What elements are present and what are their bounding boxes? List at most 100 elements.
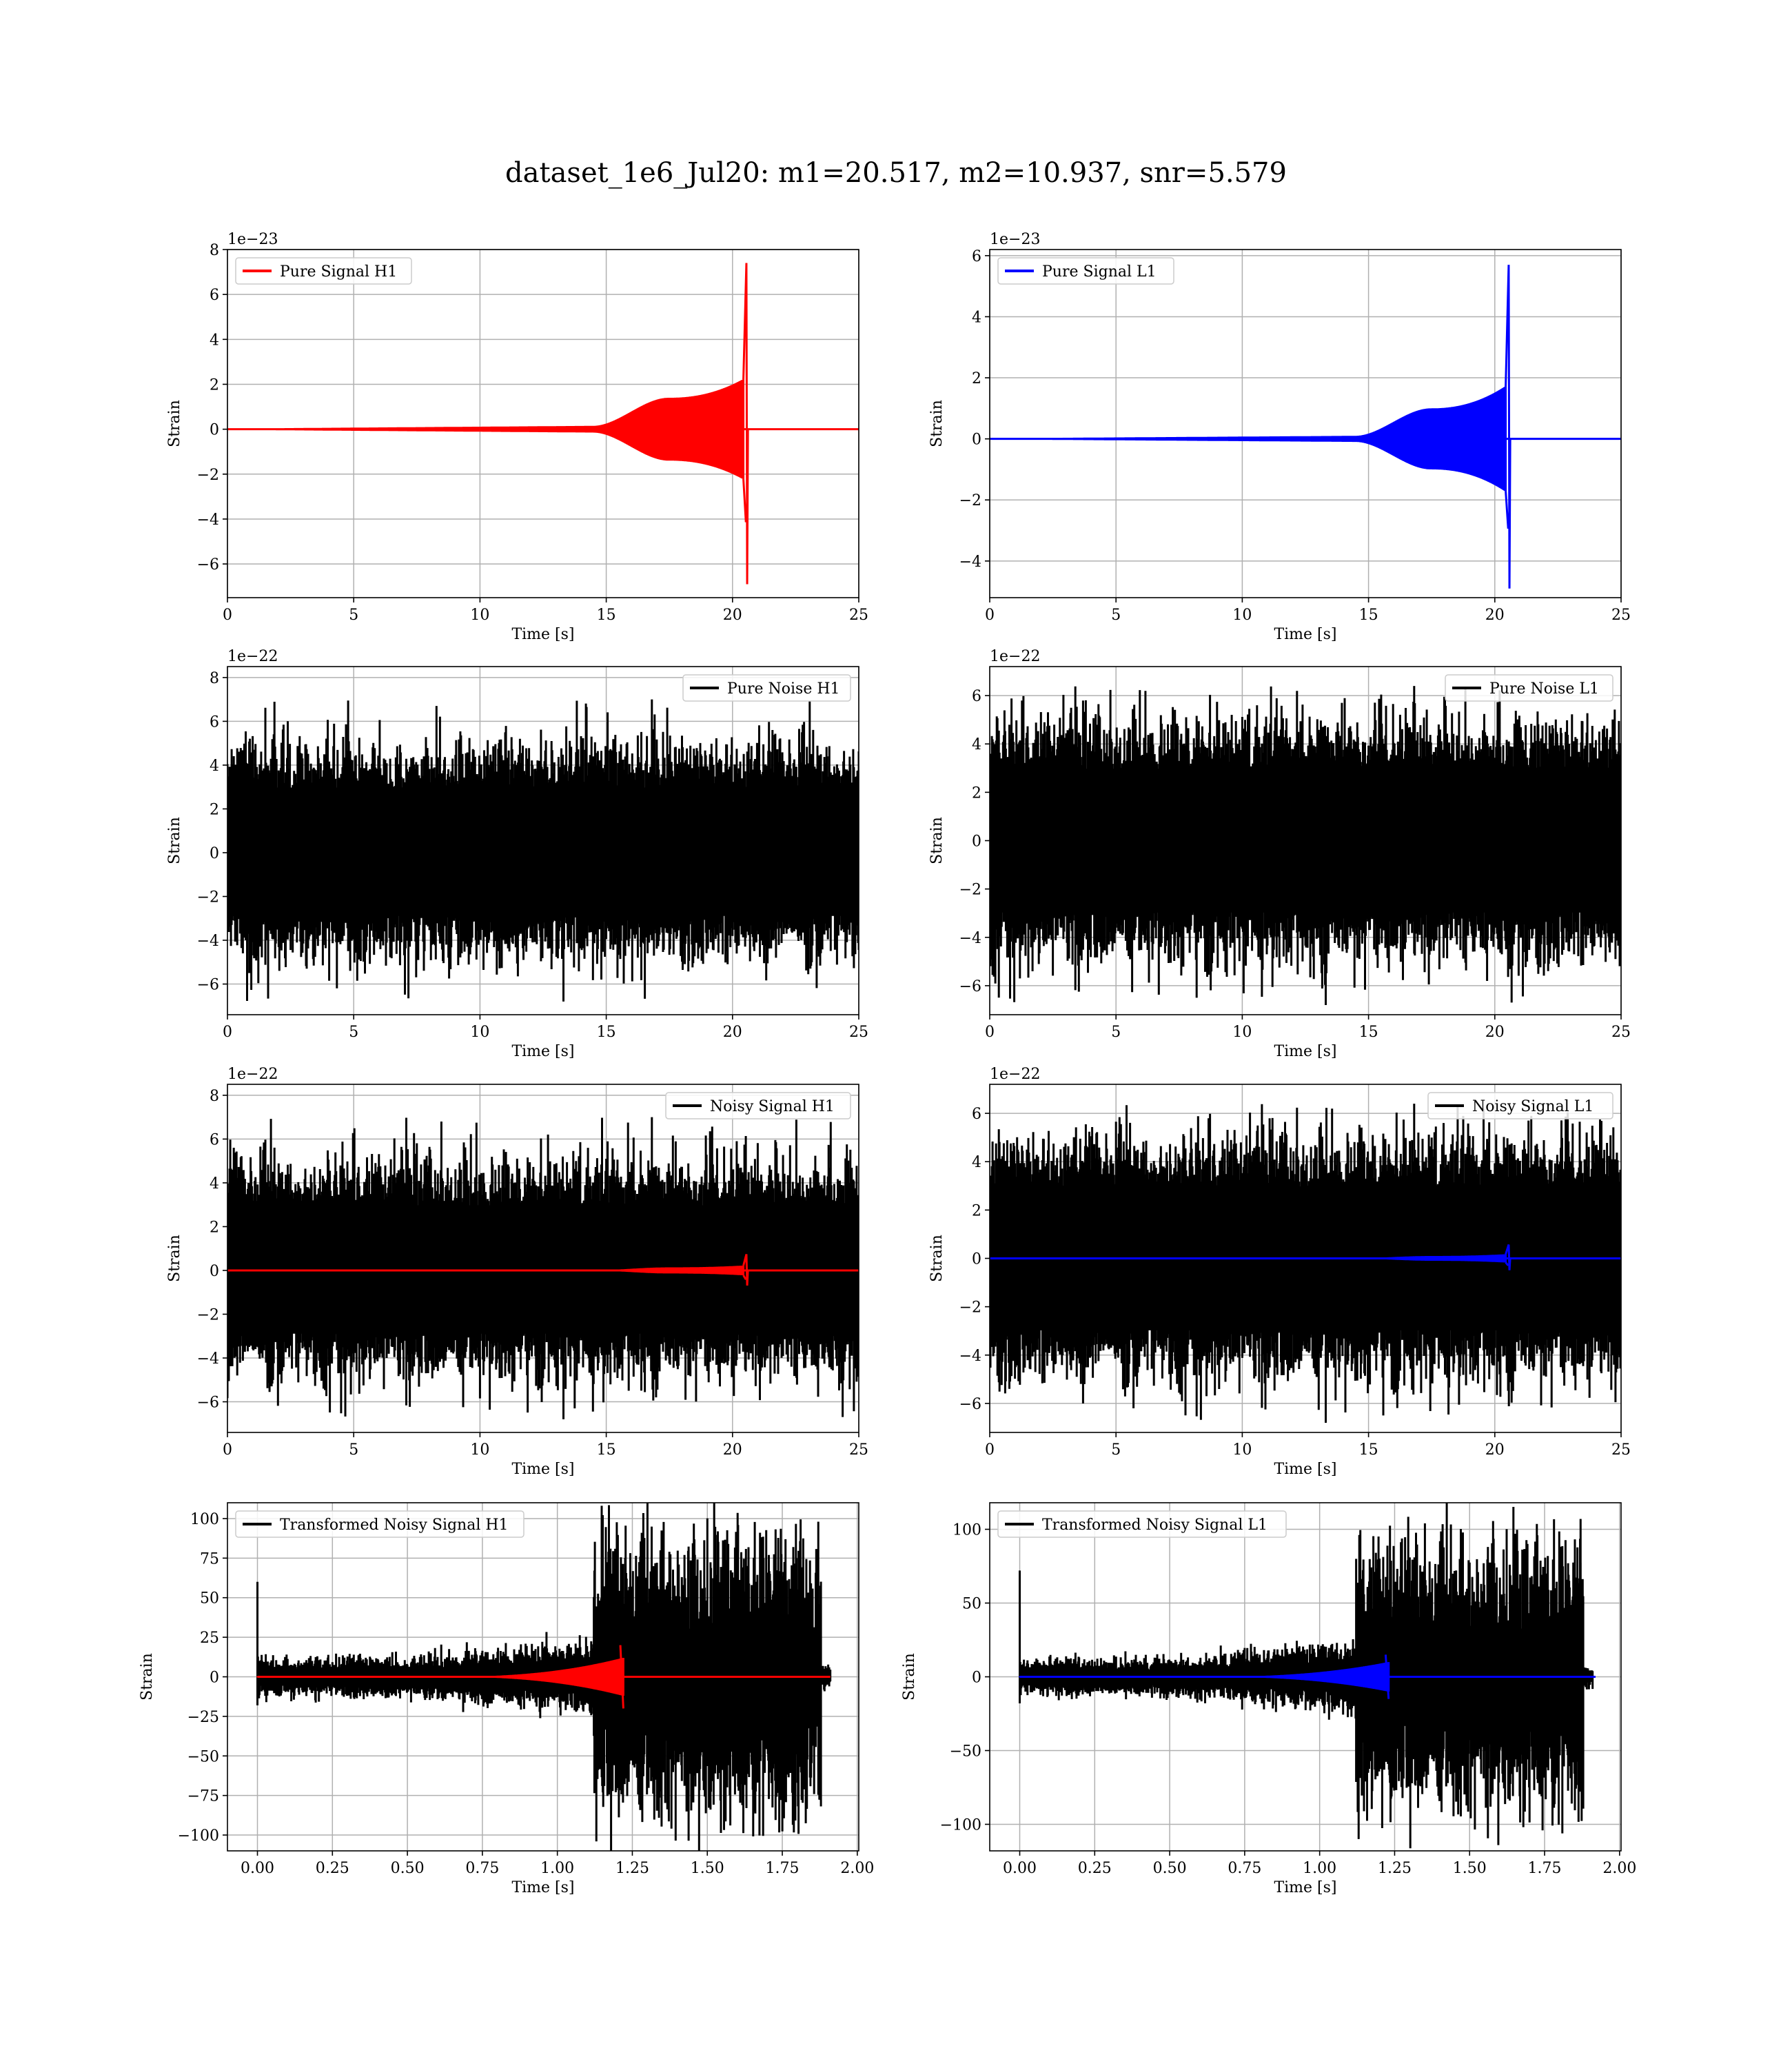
- y-tick-label: 2: [210, 801, 219, 818]
- legend-label: Noisy Signal H1: [710, 1098, 835, 1115]
- x-tick-label: 10: [1232, 1024, 1252, 1041]
- y-tick-label: −2: [959, 882, 981, 899]
- y-tick-label: −6: [197, 556, 219, 574]
- y-tick-label: −50: [187, 1748, 219, 1765]
- y-tick-label: 8: [210, 670, 219, 687]
- subplot-3: 0 5 10 15 20 25 −6 −4 −2 0 2 4 6 8 Time [s] Strain 1e−22…: [166, 648, 868, 1060]
- x-tick-label: 0: [223, 1441, 232, 1459]
- y-tick-label: 100: [953, 1522, 981, 1539]
- subplot-4: 0 5 10 15 20 25 −6 −4 −2 0 2 4 6 Time [s] Strain 1e−22 P…: [928, 648, 1631, 1060]
- subplot-8: 0.00 0.25 0.50 0.75 1.00 1.25 1.50 1.75 2.00 −100…: [901, 1502, 1636, 1896]
- legend: Pure Signal L1: [997, 257, 1174, 285]
- y-tick-label: 0: [972, 1251, 981, 1268]
- y-tick-label: 0: [972, 432, 981, 449]
- y-axis-label: Strain: [928, 817, 946, 864]
- y-axis-label: Strain: [166, 400, 183, 447]
- y-tick-label: −100: [178, 1827, 219, 1845]
- y-tick-label: 25: [200, 1630, 219, 1647]
- y-tick-label: −2: [197, 467, 219, 484]
- x-tick-label: 10: [1232, 607, 1252, 624]
- legend-box: [235, 1510, 525, 1538]
- y-tick-label: −4: [197, 1350, 219, 1368]
- axes-frame: [227, 249, 859, 598]
- y-tick-label: 2: [210, 1219, 219, 1236]
- y-tick-label: −4: [197, 933, 219, 950]
- legend: Noisy Signal H1: [665, 1092, 851, 1119]
- series-group: [227, 699, 859, 1002]
- x-axis-label: Time [s]: [1274, 1043, 1336, 1060]
- series-signal: [990, 1244, 1621, 1270]
- legend-box: [997, 257, 1174, 285]
- x-tick-label: 0.00: [241, 1860, 274, 1877]
- x-tick-label: 0.75: [465, 1860, 499, 1877]
- x-tick-label: 20: [723, 1024, 742, 1041]
- offset-text: 1e−22: [990, 648, 1040, 665]
- y-tick-label: 0: [972, 833, 981, 851]
- legend-box: [997, 1510, 1287, 1538]
- figure-title: dataset_1e6_Jul20: m1=20.517, m2=10.937,…: [505, 157, 1287, 189]
- x-tick-label: 5: [349, 1024, 358, 1041]
- x-tick-label: 10: [470, 1024, 489, 1041]
- y-tick-label: 6: [972, 688, 981, 705]
- series-group: [227, 263, 859, 585]
- x-tick-label: 5: [1111, 607, 1121, 624]
- x-tick-label: 0: [223, 1024, 232, 1041]
- y-tick-label: 6: [210, 287, 219, 304]
- offset-text: 1e−22: [227, 648, 278, 665]
- y-axis-label: Strain: [166, 1235, 183, 1282]
- x-tick-label: 0.00: [1003, 1860, 1037, 1877]
- x-tick-label: 25: [849, 607, 868, 624]
- y-tick-label: −6: [959, 978, 981, 995]
- x-axis-label: Time [s]: [1274, 1461, 1336, 1478]
- offset-text: 1e−22: [990, 1066, 1040, 1083]
- y-tick-label: 100: [190, 1511, 219, 1528]
- x-tick-label: 25: [1611, 607, 1631, 624]
- offset-text: 1e−22: [227, 1066, 278, 1083]
- y-tick-label: 6: [210, 713, 219, 731]
- y-tick-label: −2: [197, 889, 219, 906]
- y-tick-label: 2: [210, 376, 219, 394]
- y-tick-label: 8: [210, 1088, 219, 1105]
- x-tick-label: 1.25: [615, 1860, 649, 1877]
- series-group: [990, 686, 1621, 1005]
- legend-label: Noisy Signal L1: [1472, 1098, 1594, 1115]
- x-axis-label: Time [s]: [511, 1461, 574, 1478]
- y-tick-label: −75: [187, 1788, 219, 1805]
- x-tick-label: 0: [985, 1024, 995, 1041]
- y-tick-label: 4: [972, 1154, 981, 1171]
- y-tick-label: −100: [940, 1816, 981, 1834]
- y-tick-label: 50: [200, 1590, 219, 1608]
- y-tick-label: 4: [210, 332, 219, 349]
- x-tick-label: 15: [1359, 1024, 1378, 1041]
- y-tick-label: 0: [210, 422, 219, 439]
- y-tick-label: −25: [187, 1709, 219, 1726]
- y-tick-label: 4: [972, 309, 981, 326]
- y-tick-label: 6: [972, 248, 981, 265]
- legend-box: [1445, 674, 1613, 702]
- x-tick-label: 2.00: [840, 1860, 874, 1877]
- legend-label: Pure Noise L1: [1489, 680, 1599, 698]
- x-tick-label: 25: [849, 1024, 868, 1041]
- x-axis-label: Time [s]: [511, 1879, 574, 1896]
- series-signal: [227, 1254, 859, 1286]
- series-signal: [990, 265, 1621, 589]
- legend: Transformed Noisy Signal L1: [997, 1510, 1287, 1538]
- x-tick-label: 1.00: [1303, 1860, 1336, 1877]
- y-axis-label: Strain: [928, 400, 946, 447]
- x-tick-label: 10: [1232, 1441, 1252, 1459]
- x-tick-label: 0: [985, 1441, 995, 1459]
- x-tick-label: 20: [1485, 1441, 1505, 1459]
- legend-box: [665, 1092, 851, 1119]
- y-tick-label: 2: [972, 1202, 981, 1219]
- y-tick-label: 0: [972, 1670, 981, 1687]
- legend-label: Pure Signal L1: [1042, 263, 1157, 281]
- x-tick-label: 5: [349, 607, 358, 624]
- y-tick-label: −4: [959, 930, 981, 947]
- x-tick-label: 15: [1359, 607, 1378, 624]
- y-tick-label: −50: [950, 1743, 981, 1760]
- x-tick-label: 0.25: [316, 1860, 349, 1877]
- x-tick-label: 1.75: [1528, 1860, 1562, 1877]
- legend-label: Transformed Noisy Signal L1: [1042, 1517, 1267, 1534]
- x-tick-label: 15: [597, 607, 616, 624]
